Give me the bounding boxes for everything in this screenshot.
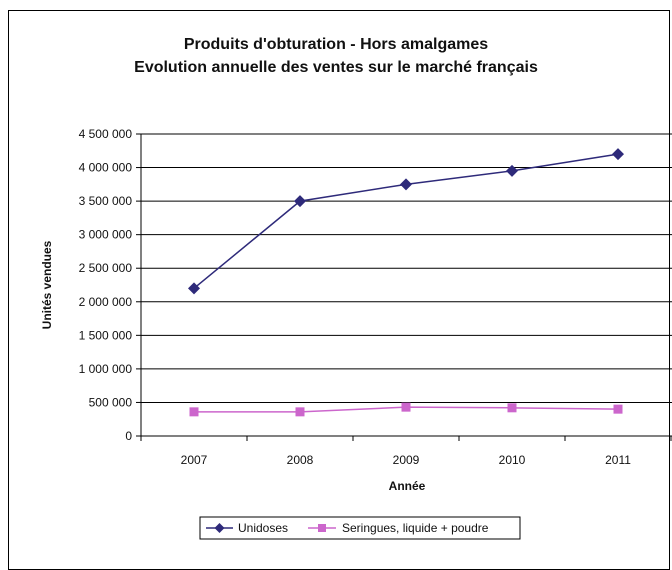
x-tick-label: 2009 [393,453,420,467]
x-tick-label: 2010 [499,453,526,467]
legend-box [199,516,521,540]
x-tick-label: 2008 [287,453,314,467]
y-tick-label: 500 000 [89,395,133,409]
series-unidoses [188,148,624,295]
data-point [507,403,517,413]
line-chart: 0 500 000 1 000 000 1 500 000 2 000 000 2 500… [40,127,672,540]
x-tick-labels: 2007 2008 2009 2010 2011 [181,453,632,467]
y-axis-label: Unités vendues [40,240,54,329]
series-seringues [189,402,623,417]
y-tick-label: 4 000 000 [79,161,133,175]
legend-label: Unidoses [238,521,288,535]
y-tick-label: 2 500 000 [79,261,133,275]
x-tick-label: 2007 [181,453,208,467]
data-point [401,402,411,412]
legend: Unidoses Seringues, liquide + poudre [199,516,521,540]
legend-marker [214,523,225,533]
legend-item: Seringues, liquide + poudre [308,521,489,535]
legend-item: Unidoses [206,521,288,535]
y-tick-label: 1 500 000 [79,328,133,342]
chart-frame [8,10,670,570]
legend-marker [318,524,326,532]
series [188,148,624,417]
data-point [295,407,305,417]
gridlines [141,133,672,403]
y-tick-label: 2 000 000 [79,295,133,309]
chart-title: Produits d'obturation - Hors amalgames [183,36,489,53]
legend-label: Seringues, liquide + poudre [342,521,489,535]
data-point [613,404,623,414]
data-point [188,282,200,295]
y-tick-label: 3 500 000 [79,194,133,208]
data-point [294,195,306,208]
axes [136,133,672,441]
y-tick-label: 1 000 000 [79,362,133,376]
data-point [612,148,624,161]
data-point [506,164,518,177]
y-tick-label: 0 [125,429,132,443]
y-tick-label: 3 000 000 [79,228,133,242]
x-tick-label: 2011 [605,453,631,467]
x-axis-label: Année [389,479,426,493]
data-point [400,178,412,191]
chart-subtitle: Evolution annuelle des ventes sur le mar… [134,59,538,76]
y-tick-labels: 0 500 000 1 000 000 1 500 000 2 000 000 2 500… [79,127,133,443]
data-point [189,407,199,417]
y-tick-label: 4 500 000 [79,127,133,141]
